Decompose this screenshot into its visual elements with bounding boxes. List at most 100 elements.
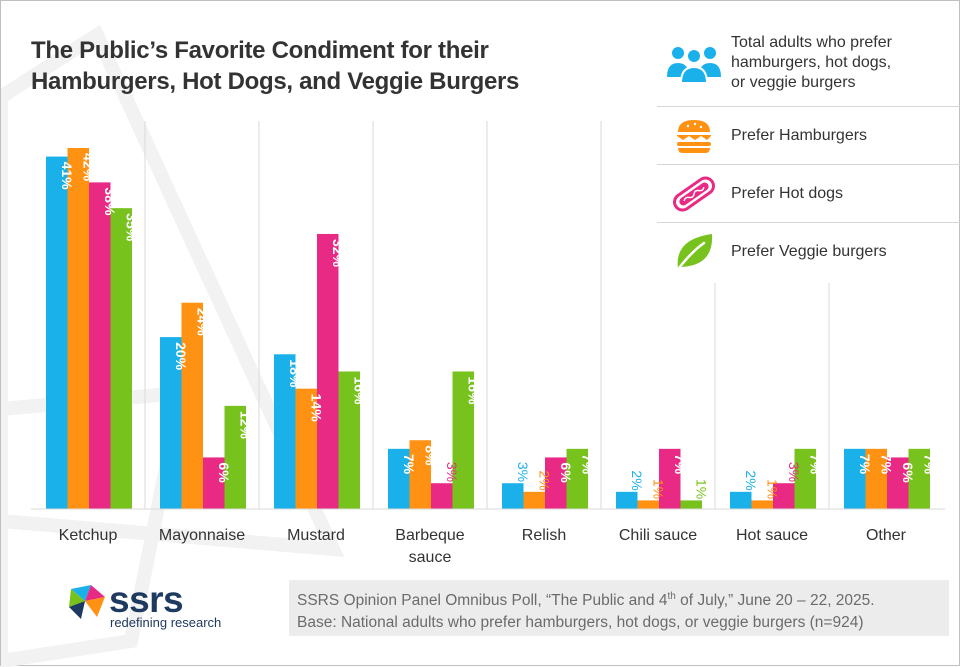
bars [46, 148, 930, 509]
bar-hamburgers [523, 491, 545, 509]
category-label: Chili sauce [619, 527, 697, 544]
data-label-hamburgers: 8% [422, 445, 438, 466]
data-label-hot_dogs: 3% [786, 462, 802, 482]
data-label-veggie: 7% [921, 454, 937, 475]
category-labels: Ketchup Mayonnaise Mustard Barbeque sauce Rel… [59, 527, 907, 566]
bar-veggie [224, 405, 246, 509]
legend: Total adults who prefer hamburgers, hot … [657, 19, 960, 281]
bar-total [730, 491, 752, 509]
data-label-hot_dogs: 6% [216, 462, 232, 483]
bar-total [160, 337, 182, 509]
data-label-hot_dogs: 3% [444, 462, 460, 482]
data-label-total: 2% [629, 470, 645, 490]
bar-veggie [566, 448, 588, 509]
source-note: SSRS Opinion Panel Omnibus Poll, “The Pu… [289, 580, 949, 636]
legend-label-hot-dogs: Prefer Hot dogs [731, 184, 844, 202]
bar-veggie [338, 371, 360, 509]
legend-label-veggie: Prefer Veggie burgers [731, 243, 887, 260]
legend-item-hot-dogs: Prefer Hot dogs [657, 165, 960, 223]
data-label-veggie: 7% [579, 454, 595, 475]
data-labels: 41% 42%38%35%20%24%6%12%18%14%32%16%7% 8%3… [59, 153, 938, 499]
data-label-veggie: 35% [123, 213, 139, 242]
category-label: Other [866, 527, 907, 544]
data-label-veggie: 12% [237, 411, 253, 440]
bar-total [844, 448, 866, 509]
ssrs-logo-mark-icon [69, 585, 105, 619]
bar-total [502, 483, 524, 509]
ssrs-logo: ssrs redefining research [67, 579, 237, 631]
chart-title: The Public’s Favorite Condiment for thei… [31, 35, 519, 97]
legend-label-total-line2: hamburgers, hot dogs, [731, 53, 892, 71]
bar-hamburgers [295, 388, 317, 509]
category-label: Barbeque [395, 527, 464, 544]
bar-hot_dogs [317, 233, 339, 509]
base-line: Base: National adults who prefer hamburg… [297, 614, 864, 632]
legend-item-veggie: Prefer Veggie burgers [657, 223, 960, 281]
people-group-icon [657, 43, 731, 83]
data-label-veggie: 16% [351, 376, 367, 405]
category-label: Hot sauce [736, 527, 808, 544]
leaf-icon [657, 231, 731, 273]
bar-hot_dogs [203, 457, 225, 509]
source-line: SSRS Opinion Panel Omnibus Poll, “The Pu… [297, 586, 941, 612]
bar-hot_dogs [89, 182, 111, 509]
bar-veggie [110, 208, 132, 509]
bar-hot_dogs [545, 457, 567, 509]
bar-total [274, 354, 296, 509]
bar-veggie [452, 371, 474, 509]
data-label-hot_dogs: 6% [558, 462, 574, 483]
legend-label-total-line1: Total adults who prefer [731, 33, 892, 51]
category-label: Ketchup [59, 527, 118, 544]
bar-hamburgers [67, 148, 89, 509]
data-label-hot_dogs: 38% [102, 187, 118, 216]
bar-hot_dogs [773, 483, 795, 509]
bar-hamburgers [409, 440, 431, 509]
data-label-hamburgers: 24% [194, 308, 210, 337]
data-label-veggie: 7% [807, 454, 823, 475]
ssrs-logo-tagline: redefining research [110, 615, 222, 630]
chart-title-line1: The Public’s Favorite Condiment for thei… [31, 37, 489, 64]
hamburger-icon [657, 118, 731, 154]
data-label-hot_dogs: 7% [672, 454, 688, 475]
data-label-total: 41% [59, 162, 75, 191]
category-label: Mayonnaise [159, 527, 245, 544]
data-label-total: 18% [287, 359, 303, 388]
data-label-total: 3% [515, 462, 531, 482]
data-label-hot_dogs: 32% [330, 239, 346, 268]
gridlines [144, 121, 830, 509]
data-label-total: 7% [401, 454, 417, 475]
source-text-pre: SSRS Opinion Panel Omnibus Poll, “The Pu… [297, 592, 668, 610]
data-label-hamburgers: 2% [536, 470, 552, 490]
bar-total [46, 156, 68, 509]
hot-dog-icon [657, 174, 731, 214]
bar-hot_dogs [431, 483, 453, 509]
bar-hamburgers [865, 448, 887, 509]
bar-veggie [794, 448, 816, 509]
data-label-hamburgers: 1% [650, 479, 666, 499]
data-label-hamburgers: 7% [878, 454, 894, 475]
bar-hamburgers [751, 500, 773, 509]
data-label-hot_dogs: 6% [900, 462, 916, 483]
data-label-hamburgers: 14% [308, 394, 324, 423]
bar-hamburgers [637, 500, 659, 509]
data-label-veggie: 1% [693, 479, 709, 499]
bar-veggie [908, 448, 930, 509]
bar-hot_dogs [887, 457, 909, 509]
data-label-hamburgers: 42% [80, 153, 96, 182]
category-label: Relish [522, 527, 566, 544]
legend-label-total-line3: or veggie burgers [731, 73, 856, 91]
source-text-post: of July,” June 20 – 22, 2025. [675, 592, 875, 610]
category-label: sauce [409, 549, 452, 566]
chart-title-line2: Hamburgers, Hot Dogs, and Veggie Burgers [31, 68, 520, 95]
source-text-sup: th [667, 591, 676, 602]
legend-label-hamburgers: Prefer Hamburgers [731, 126, 868, 144]
data-label-total: 2% [743, 470, 759, 490]
bar-total [388, 448, 410, 509]
category-label: Mustard [287, 527, 345, 544]
bar-total [616, 491, 638, 509]
data-label-veggie: 16% [465, 376, 481, 405]
legend-item-hamburgers: Prefer Hamburgers [657, 107, 960, 165]
bar-hamburgers [181, 302, 203, 509]
